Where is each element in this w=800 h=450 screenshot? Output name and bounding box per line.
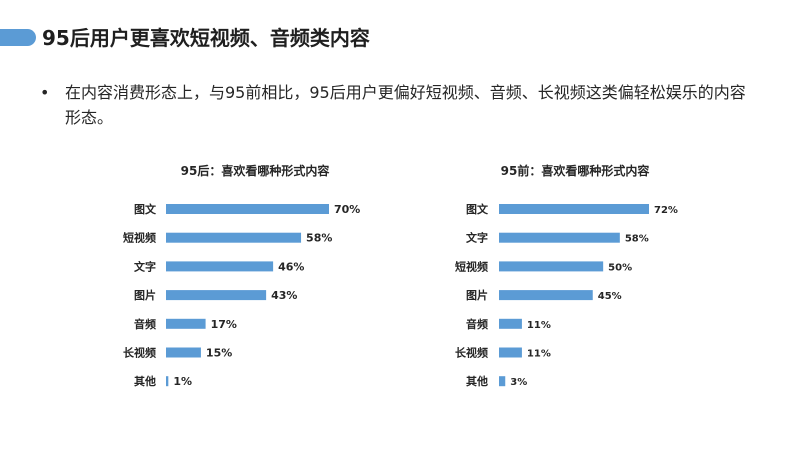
- bar: [166, 347, 201, 358]
- title-accent-bar: [0, 29, 36, 46]
- data-label: 11%: [527, 320, 551, 331]
- data-label: 11%: [527, 349, 551, 360]
- bullet-point: • 在内容消费形态上，与95前相比，95后用户更偏好短视频、音频、长视频这类偏轻…: [40, 80, 760, 130]
- bar: [499, 261, 604, 272]
- category-label: 图文: [466, 202, 489, 216]
- category-label: 音频: [466, 317, 488, 331]
- category-label: 长视频: [123, 346, 156, 360]
- data-label: 3%: [510, 377, 527, 388]
- data-label: 72%: [654, 205, 678, 216]
- data-label: 70%: [334, 203, 360, 216]
- category-label: 音频: [134, 317, 156, 331]
- slide-title: 95后用户更喜欢短视频、音频类内容: [42, 26, 370, 50]
- data-label: 1%: [173, 375, 192, 388]
- bar: [166, 261, 274, 272]
- bar: [499, 290, 593, 301]
- bar: [499, 232, 620, 243]
- bar: [499, 347, 522, 358]
- data-label: 58%: [625, 234, 649, 245]
- bar: [166, 204, 329, 214]
- data-label: 15%: [206, 347, 232, 360]
- category-label: 图文: [134, 202, 157, 216]
- data-label: 43%: [271, 289, 297, 302]
- category-label: 图片: [134, 288, 156, 302]
- data-label: 45%: [598, 291, 622, 302]
- category-label: 其他: [466, 374, 488, 388]
- data-label: 17%: [211, 318, 237, 331]
- bar: [166, 318, 206, 329]
- category-label: 其他: [134, 374, 156, 388]
- data-label: 58%: [306, 232, 332, 245]
- category-label: 长视频: [455, 346, 488, 360]
- bar: [166, 232, 302, 243]
- bullet-text: 在内容消费形态上，与95前相比，95后用户更偏好短视频、音频、长视频这类偏轻松娱…: [65, 83, 746, 127]
- category-label: 文字: [134, 259, 156, 273]
- data-label: 46%: [278, 260, 304, 273]
- bar: [499, 318, 522, 329]
- bar: [166, 290, 267, 301]
- chart-title: 95前：喜欢看哪种形式内容: [501, 163, 650, 178]
- bar: [166, 376, 169, 387]
- bar: [499, 204, 649, 214]
- bullet-dot-icon: •: [40, 83, 50, 102]
- category-label: 图片: [466, 288, 488, 302]
- category-label: 短视频: [123, 231, 156, 245]
- category-label: 文字: [466, 231, 488, 245]
- chart-title: 95后：喜欢看哪种形式内容: [181, 163, 330, 178]
- category-label: 短视频: [455, 259, 488, 273]
- data-label: 50%: [608, 262, 632, 273]
- bar: [499, 376, 506, 387]
